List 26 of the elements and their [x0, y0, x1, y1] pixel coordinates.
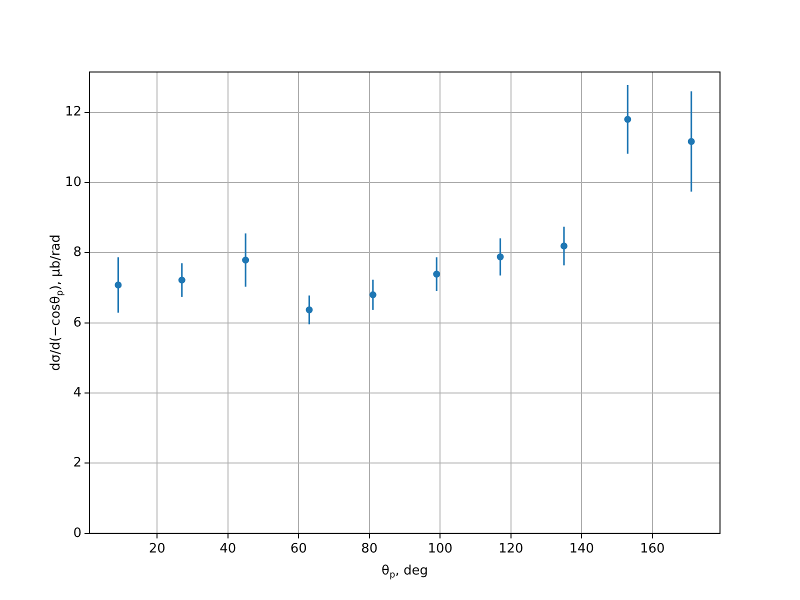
y-tick-label: 2: [73, 456, 82, 471]
point: [114, 281, 122, 288]
x-tick-label: 140: [569, 542, 594, 557]
point: [433, 270, 440, 278]
x-tick-label: 160: [640, 542, 665, 557]
point: [306, 306, 313, 314]
point: [369, 291, 376, 298]
y-tick-label: 6: [73, 315, 82, 330]
y-tick-label: 4: [73, 385, 82, 400]
x-tick-label: 60: [290, 542, 307, 557]
point: [560, 242, 568, 250]
x-tick-label: 40: [220, 542, 236, 557]
point: [496, 253, 504, 260]
y-tick-label: 10: [64, 174, 82, 190]
x-tick-label: 120: [498, 542, 524, 557]
x-tick-label: 100: [428, 542, 453, 557]
y-tick-label: 12: [64, 104, 82, 120]
point: [178, 276, 186, 284]
point: [242, 256, 250, 264]
point: [624, 116, 632, 123]
point: [688, 138, 695, 145]
y-axis-title: dσ/d(−cosθp), μb/rad: [48, 234, 66, 371]
x-tick-label: 80: [361, 542, 378, 557]
x-tick-label: 20: [148, 542, 166, 557]
y-tick-label: 8: [73, 245, 82, 260]
y-tick-label: 0: [73, 526, 82, 541]
